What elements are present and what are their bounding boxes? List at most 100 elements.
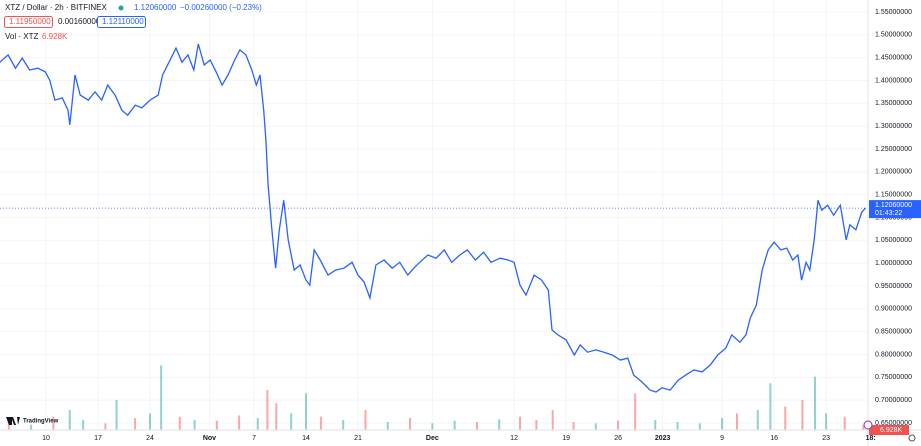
x-tick-label: Nov [203, 435, 216, 442]
volume-bar [519, 416, 522, 430]
volume-bar [290, 413, 293, 430]
volume-bar [386, 422, 389, 430]
volume-bar [319, 416, 322, 430]
volume-title: Vol · XTZ [5, 32, 38, 41]
x-tick-label: 12 [510, 435, 518, 442]
ask[interactable]: 1.12110000 [102, 17, 144, 26]
volume-bar [535, 420, 538, 430]
x-tick-label: 9 [720, 435, 724, 442]
y-tick-label: 1.50000000 [875, 32, 912, 39]
volume-bar [215, 420, 218, 430]
volume-bar [305, 393, 308, 430]
volume-bar [721, 418, 724, 430]
volume-bar [82, 420, 85, 430]
x-tick-label: 10 [42, 435, 50, 442]
volume-bar [825, 413, 828, 430]
y-tick-label: 0.85000000 [875, 329, 912, 336]
y-tick-label: 1.55000000 [875, 9, 912, 16]
y-tick-label: 0.80000000 [875, 351, 912, 358]
symbol-title: XTZ / Dollar · 2h · BITFINEX [5, 3, 107, 12]
x-tick-label: 17 [94, 435, 102, 442]
y-tick-label: 1.30000000 [875, 123, 912, 130]
volume-bar [735, 413, 738, 430]
x-tick-label: 24 [146, 435, 154, 442]
volume-bar [769, 383, 772, 430]
x-tick-label: 2023 [655, 435, 671, 442]
volume-bar [266, 390, 269, 430]
y-tick-label: 1.20000000 [875, 169, 912, 176]
volume-bar [572, 422, 575, 430]
bid-box[interactable] [4, 16, 53, 28]
settings-icon[interactable] [908, 434, 916, 442]
event-icon[interactable] [863, 420, 873, 430]
last-price: 1.12060000 [134, 3, 177, 12]
volume-bar [149, 413, 152, 430]
volume-bar [634, 393, 637, 430]
volume-bar [256, 418, 259, 430]
volume-bar [475, 422, 478, 430]
last-price-label: 1.12060000 [875, 202, 912, 209]
volume-bar [342, 420, 345, 430]
volume-bar [178, 416, 181, 430]
last-price-box [869, 200, 921, 219]
volume-bar [68, 410, 71, 430]
volume-bar [30, 424, 33, 430]
volume-bar [104, 423, 107, 430]
axes: 0.65000000 0.70000000 0.75000000 0.80000000… [42, 9, 921, 442]
change: −0.00260000 (−0.23%) [180, 3, 262, 12]
volume-bar [238, 415, 241, 430]
volume-bar [7, 422, 10, 430]
volume [7, 365, 865, 430]
volume-last: 6.928K [42, 32, 68, 41]
volume-bar [409, 418, 412, 430]
y-tick-label: 1.15000000 [875, 192, 912, 199]
volume-bar [784, 406, 787, 430]
x-tick-label: 26 [614, 435, 622, 442]
x-tick-label: Dec [426, 435, 439, 442]
y-tick-label: 1.40000000 [875, 77, 912, 84]
volume-bar [594, 423, 597, 430]
volume-bar [275, 403, 278, 430]
volume-bar [134, 418, 137, 430]
y-tick-label: 1.45000000 [875, 55, 912, 62]
y-tick-label: 0.75000000 [875, 374, 912, 381]
volume-bar [364, 410, 367, 430]
volume-bar [676, 422, 679, 430]
volume-bar [843, 416, 846, 430]
y-tick-label: 1.05000000 [875, 237, 912, 244]
volume-last-box [869, 425, 909, 435]
brand-logo [6, 417, 20, 425]
volume-bar [617, 420, 620, 430]
volume-bar [453, 420, 456, 430]
y-tick-label: 1.00000000 [875, 260, 912, 267]
volume-bar [756, 410, 759, 430]
price-line [0, 43, 866, 393]
market-status [118, 5, 124, 11]
volume-bar [801, 400, 804, 430]
volume-bar [193, 420, 196, 430]
volume-last-label: 6.928K [880, 427, 903, 434]
volume-bar [862, 425, 865, 430]
y-tick-label: 0.70000000 [875, 397, 912, 404]
bid[interactable]: 1.11950000 [9, 17, 51, 26]
volume-bar [52, 416, 55, 430]
x-tick-label: 7 [252, 435, 256, 442]
volume-bar [551, 410, 554, 430]
volume-bar [813, 376, 816, 430]
spread: 0.00160000 [58, 17, 101, 26]
y-tick-label: 1.25000000 [875, 146, 912, 153]
y-tick-label: 0.95000000 [875, 283, 912, 290]
brand: TradingView [23, 419, 59, 425]
volume-bar [698, 423, 701, 430]
volume-bar [431, 423, 434, 430]
x-tick-label: 19 [562, 435, 570, 442]
y-tick-label: 0.65000000 [875, 420, 912, 427]
countdown: 01:43:22 [875, 210, 902, 217]
x-tick-label: 23 [822, 435, 830, 442]
volume-bar [498, 419, 501, 430]
x-tick-label: 16 [770, 435, 778, 442]
y-tick-label: 0.90000000 [875, 306, 912, 313]
ask-box[interactable] [97, 16, 146, 28]
